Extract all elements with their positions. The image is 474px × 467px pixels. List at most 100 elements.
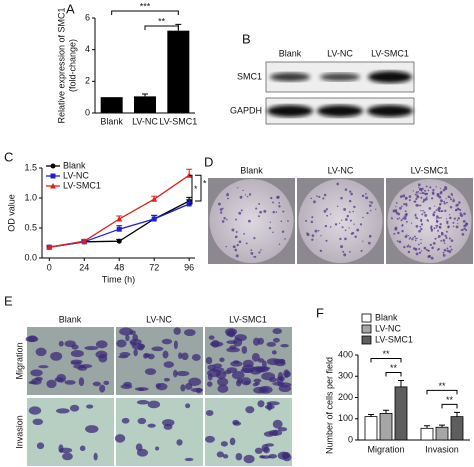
cell xyxy=(136,400,150,405)
colony xyxy=(445,230,448,233)
colony xyxy=(424,192,427,196)
y-tick-label: 6 xyxy=(85,12,90,22)
cell xyxy=(257,400,265,408)
cell xyxy=(161,338,173,345)
y-axis-label: (fold-change) xyxy=(67,39,77,92)
colony xyxy=(430,256,434,260)
panel-label: C xyxy=(4,149,13,164)
colony xyxy=(442,188,446,192)
y-tick-label: 400 xyxy=(338,349,353,359)
colony xyxy=(405,204,408,207)
annotation: ** xyxy=(390,363,398,373)
colony xyxy=(394,227,398,231)
colony-column-label: Blank xyxy=(240,165,263,175)
colony xyxy=(310,197,313,200)
cell xyxy=(272,419,283,429)
colony xyxy=(359,223,363,226)
cell xyxy=(116,339,127,348)
cell xyxy=(92,381,101,387)
colony xyxy=(419,204,422,207)
colony xyxy=(415,216,418,219)
colony xyxy=(456,207,460,211)
annotation: * xyxy=(194,184,198,194)
colony xyxy=(411,238,414,241)
cell xyxy=(235,452,243,461)
cell xyxy=(54,377,64,382)
cell xyxy=(188,377,202,386)
colony xyxy=(223,217,226,220)
colony xyxy=(350,192,353,196)
colony xyxy=(336,182,340,186)
colony xyxy=(221,207,224,210)
colony xyxy=(316,195,318,197)
colony xyxy=(272,201,274,204)
colony xyxy=(392,209,396,213)
colony xyxy=(240,209,243,212)
colony xyxy=(306,232,309,235)
colony xyxy=(453,199,456,201)
x-tick-label: 24 xyxy=(79,262,89,272)
colony xyxy=(449,245,452,248)
colony xyxy=(226,193,230,197)
colony xyxy=(447,226,450,229)
colony xyxy=(349,190,352,193)
x-tick-label: Invasion xyxy=(425,444,459,454)
y-tick-label: 0 xyxy=(85,107,90,117)
error-bar xyxy=(142,93,148,97)
colony xyxy=(446,220,449,223)
colony xyxy=(440,216,442,219)
colony xyxy=(415,239,417,242)
cell xyxy=(173,340,178,350)
cell xyxy=(226,347,240,353)
legend-label: LV-NC xyxy=(63,170,89,180)
blot-band xyxy=(317,105,363,117)
colony xyxy=(354,235,357,239)
bracket xyxy=(195,174,202,202)
cell xyxy=(156,383,168,391)
colony xyxy=(402,217,404,220)
cell xyxy=(147,400,161,409)
error-bar xyxy=(454,411,460,417)
colony xyxy=(440,239,443,242)
colony xyxy=(426,219,429,222)
colony xyxy=(462,219,466,223)
colony xyxy=(420,250,423,252)
cell xyxy=(176,439,183,446)
colony xyxy=(438,217,441,219)
colony xyxy=(235,254,239,258)
x-tick-label: LV-NC xyxy=(132,116,158,126)
x-tick-label: Migration xyxy=(367,444,404,454)
colony xyxy=(403,203,406,206)
colony xyxy=(351,231,355,235)
colony xyxy=(398,217,401,219)
colony xyxy=(414,193,417,196)
cell xyxy=(280,343,289,348)
micro-column-label: Blank xyxy=(59,314,82,324)
colony xyxy=(340,219,343,222)
colony xyxy=(410,222,413,224)
cell xyxy=(205,409,214,417)
panel-label: B xyxy=(242,31,251,46)
colony xyxy=(234,248,238,252)
cell xyxy=(180,384,186,392)
colony xyxy=(437,249,439,251)
colony xyxy=(435,224,437,227)
colony xyxy=(409,236,412,239)
cell xyxy=(93,452,98,461)
bar xyxy=(364,416,378,441)
colony xyxy=(219,208,223,211)
colony xyxy=(276,195,280,199)
cell xyxy=(272,430,278,436)
colony xyxy=(281,230,285,233)
cell xyxy=(163,377,170,382)
blot-band xyxy=(270,72,310,82)
colony xyxy=(436,224,439,227)
cell xyxy=(217,377,229,387)
cell xyxy=(84,345,99,351)
colony xyxy=(445,218,448,220)
colony xyxy=(422,200,425,203)
cell xyxy=(71,344,79,350)
colony xyxy=(431,197,434,200)
micro-row-label: Migration xyxy=(14,342,24,379)
